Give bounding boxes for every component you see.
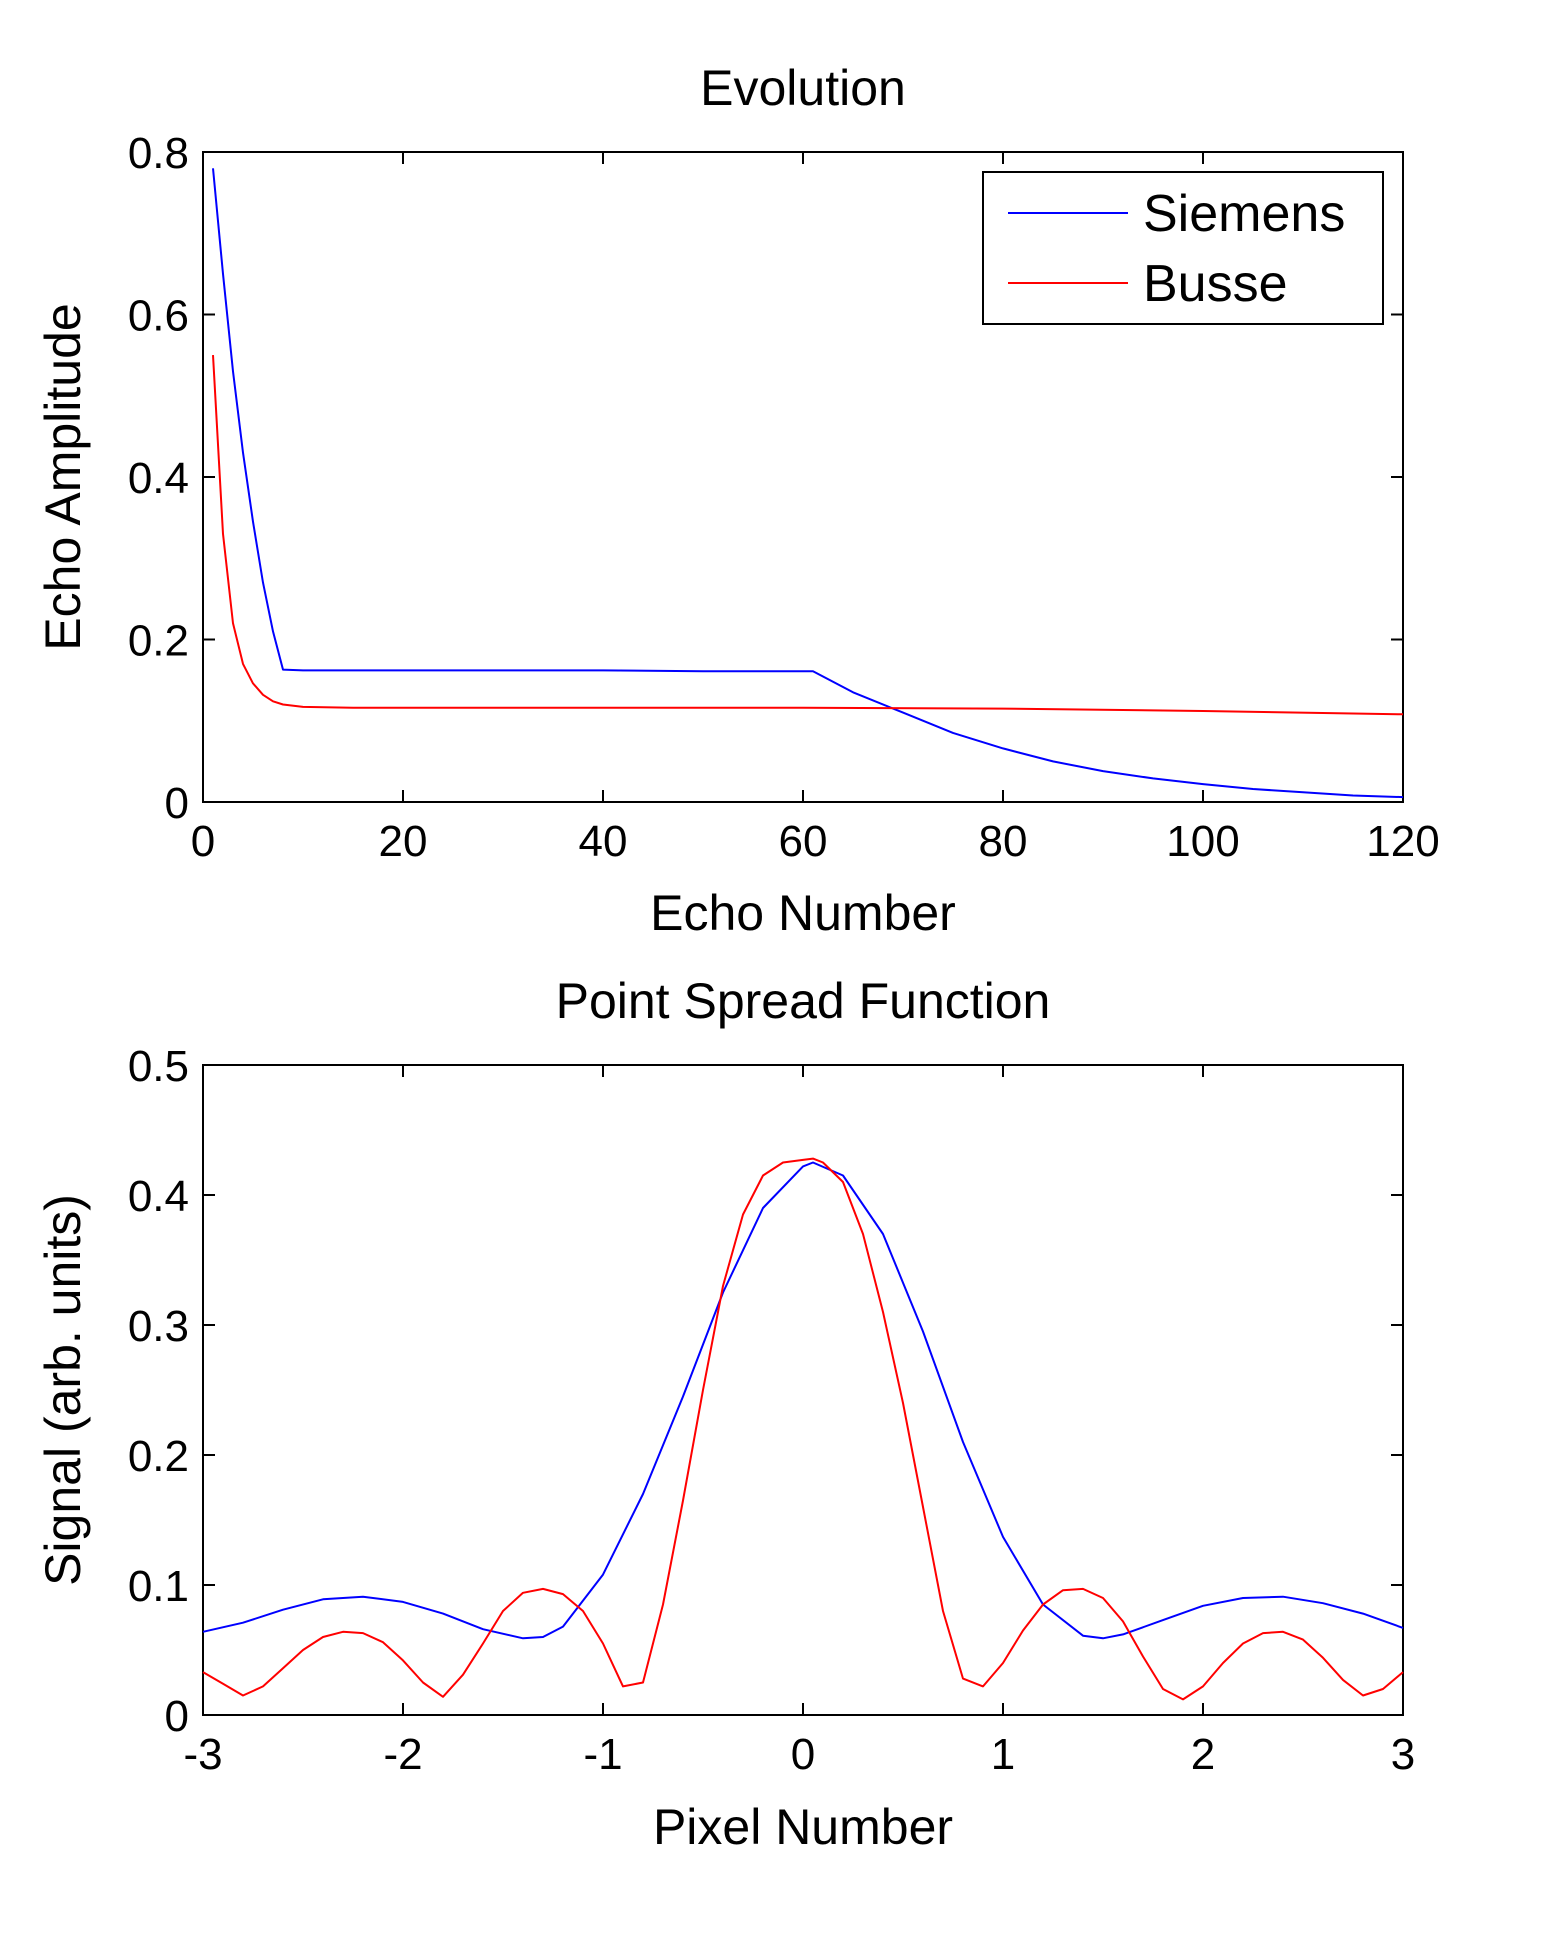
y-axis-label: Echo Amplitude	[35, 303, 91, 650]
chart-title: Point Spread Function	[556, 973, 1051, 1029]
x-tick-label: 120	[1366, 817, 1439, 866]
y-tick-label: 0.2	[128, 617, 189, 666]
x-tick-label: 2	[1191, 1730, 1215, 1779]
evolution-chart: Evolution Echo Number Echo Amplitude 0 20…	[35, 60, 1440, 941]
point-spread-function-chart: Point Spread Function Pixel Number Signa…	[35, 973, 1415, 1855]
x-axis-label: Pixel Number	[653, 1799, 953, 1855]
x-tick-label: 40	[579, 817, 628, 866]
series-line-series-1	[202, 1161, 1404, 1640]
y-tick-label: 0.3	[128, 1302, 189, 1351]
y-tick-label: 0	[165, 779, 189, 828]
axis-ticks: -3 -2 -1 0 1 2 3 0 0.1 0.2 0.3 0.4 0.5	[128, 1042, 1415, 1779]
plot-area	[202, 1064, 1404, 1716]
legend: Siemens Busse	[982, 171, 1384, 325]
y-tick-label: 0.6	[128, 292, 189, 341]
legend-label-busse: Busse	[1143, 255, 1288, 313]
y-tick-label: 0.4	[128, 454, 189, 503]
chart-title: Evolution	[700, 60, 906, 116]
x-tick-label: 3	[1391, 1730, 1415, 1779]
y-tick-label: 0.4	[128, 1172, 189, 1221]
x-tick-label: 0	[191, 817, 215, 866]
x-tick-label: 20	[379, 817, 428, 866]
series-line-siemens	[212, 168, 1404, 799]
x-tick-label: -1	[583, 1730, 622, 1779]
x-tick-label: 1	[991, 1730, 1015, 1779]
y-tick-label: 0.8	[128, 129, 189, 178]
y-tick-label: 0	[165, 1692, 189, 1741]
x-tick-label: 80	[979, 817, 1028, 866]
legend-label-siemens: Siemens	[1143, 185, 1345, 243]
x-tick-label: -2	[383, 1730, 422, 1779]
legend-box	[982, 171, 1384, 325]
x-tick-label: 100	[1166, 817, 1239, 866]
y-tick-label: 0.5	[128, 1042, 189, 1091]
x-axis-label: Echo Number	[650, 885, 956, 941]
x-tick-label: 60	[779, 817, 828, 866]
series-group	[202, 1157, 1404, 1701]
y-axis-label: Signal (arb. units)	[35, 1194, 91, 1586]
series-line-busse	[212, 355, 1404, 716]
y-tick-label: 0.2	[128, 1432, 189, 1481]
x-tick-label: 0	[791, 1730, 815, 1779]
x-tick-label: -3	[183, 1730, 222, 1779]
series-line-series-2	[202, 1157, 1404, 1701]
series-group	[212, 168, 1404, 799]
y-tick-label: 0.1	[128, 1562, 189, 1611]
axis-ticks: 0 20 40 60 80 100 120 0 0.2 0.4 0.6 0.8	[128, 129, 1440, 866]
